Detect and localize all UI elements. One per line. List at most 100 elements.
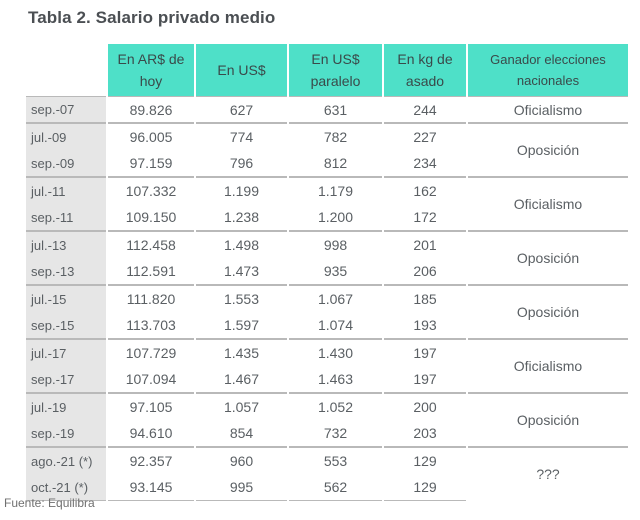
- table-row: ago.-21 (*) 92.357 960 553 129???: [26, 446, 628, 501]
- row-kg-asado-value: 129: [382, 474, 467, 501]
- row-kg-asado-value: 203: [382, 420, 467, 448]
- header-winner-line2: nacionales: [516, 73, 580, 88]
- table-row: sep.-11 109.150 1.238 1.200 172: [26, 204, 628, 232]
- row-kg-asado-value: 193: [382, 312, 467, 340]
- row-kg-asado-value: 129: [382, 446, 467, 474]
- source-note: Fuente: Equilibra: [4, 496, 95, 510]
- row-usd-value: 774: [194, 122, 288, 150]
- row-kg-asado-value: 197: [382, 366, 467, 394]
- row-ars-value: 107.094: [106, 366, 195, 394]
- table-header: En AR$ de hoy En US$ En US$ paralelo En …: [26, 44, 628, 97]
- row-period: sep.-09: [26, 150, 107, 178]
- row-usd-paralelo-value: 1.463: [287, 366, 383, 394]
- header-kg-line2: asado: [405, 73, 445, 89]
- row-kg-asado-value: 162: [382, 176, 467, 204]
- row-ars-value: 96.005: [106, 122, 195, 150]
- row-period: ago.-21 (*): [26, 446, 107, 474]
- row-period: jul.-15: [26, 284, 107, 312]
- row-period: sep.-11: [26, 204, 107, 232]
- row-winner: Oposición: [466, 122, 628, 177]
- row-period: jul.-09: [26, 122, 107, 150]
- header-usd-paralelo-line1: En US$: [311, 51, 360, 67]
- header-usd: En US$: [194, 44, 288, 97]
- row-usd-paralelo-value: 562: [287, 474, 383, 501]
- row-winner: Oficialismo: [466, 176, 628, 231]
- row-kg-asado-value: 172: [382, 204, 467, 232]
- row-usd-paralelo-value: 812: [287, 150, 383, 178]
- row-ars-value: 113.703: [106, 312, 195, 340]
- header-row: En AR$ de hoy En US$ En US$ paralelo En …: [26, 44, 628, 97]
- header-winner: Ganador elecciones nacionales: [466, 44, 628, 97]
- row-period: sep.-07: [26, 96, 107, 124]
- row-winner: ???: [466, 446, 628, 501]
- table-row: sep.-17 107.094 1.467 1.463 197: [26, 366, 628, 394]
- row-usd-value: 1.473: [194, 258, 288, 286]
- row-usd-paralelo-value: 1.067: [287, 284, 383, 312]
- row-kg-asado-value: 197: [382, 338, 467, 366]
- row-period: jul.-19: [26, 392, 107, 420]
- row-usd-value: 1.553: [194, 284, 288, 312]
- row-usd-paralelo-value: 1.052: [287, 392, 383, 420]
- table-body: sep.-07 89.826 627 631 244 Oficialismo jul.-09…: [26, 96, 628, 501]
- row-usd-value: 1.467: [194, 366, 288, 394]
- row-winner: Oficialismo: [466, 96, 628, 124]
- row-usd-paralelo-value: 998: [287, 230, 383, 258]
- row-usd-value: 796: [194, 150, 288, 178]
- table-row: sep.-15 113.703 1.597 1.074 193: [26, 312, 628, 340]
- row-usd-paralelo-value: 1.074: [287, 312, 383, 340]
- row-winner: Oficialismo: [466, 338, 628, 393]
- row-ars-value: 109.150: [106, 204, 195, 232]
- row-ars-value: 111.820: [106, 284, 195, 312]
- row-usd-value: 1.498: [194, 230, 288, 258]
- header-kg-asado: En kg de asado: [382, 44, 467, 97]
- row-usd-paralelo-value: 1.179: [287, 176, 383, 204]
- row-ars-value: 112.591: [106, 258, 195, 286]
- row-period: sep.-17: [26, 366, 107, 394]
- row-ars-value: 89.826: [106, 96, 195, 124]
- row-ars-value: 93.145: [106, 474, 195, 501]
- row-kg-asado-value: 185: [382, 284, 467, 312]
- row-usd-value: 627: [194, 96, 288, 124]
- row-usd-value: 960: [194, 446, 288, 474]
- row-period: jul.-11: [26, 176, 107, 204]
- table-row: jul.-09 96.005 774 782 227 Oposición: [26, 122, 628, 177]
- row-ars-value: 94.610: [106, 420, 195, 448]
- row-kg-asado-value: 201: [382, 230, 467, 258]
- row-usd-paralelo-value: 1.200: [287, 204, 383, 232]
- row-kg-asado-value: 206: [382, 258, 467, 286]
- row-period: jul.-17: [26, 338, 107, 366]
- row-kg-asado-value: 244: [382, 96, 467, 124]
- header-usd-paralelo: En US$ paralelo: [287, 44, 383, 97]
- row-winner: Oposición: [466, 284, 628, 339]
- header-ars: En AR$ de hoy: [106, 44, 195, 97]
- table-row: oct.-21 (*) 93.145 995 562 129: [26, 474, 628, 501]
- row-ars-value: 92.357: [106, 446, 195, 474]
- header-period: [26, 44, 107, 97]
- row-usd-value: 1.238: [194, 204, 288, 232]
- header-kg-line1: En kg de: [397, 51, 453, 67]
- row-period: oct.-21 (*): [26, 474, 107, 501]
- row-period: sep.-15: [26, 312, 107, 340]
- header-ars-line2: hoy: [139, 73, 163, 89]
- row-ars-value: 107.729: [106, 338, 195, 366]
- row-usd-value: 995: [194, 474, 288, 501]
- row-kg-asado-value: 227: [382, 122, 467, 150]
- row-period: sep.-13: [26, 258, 107, 286]
- row-usd-paralelo-value: 1.430: [287, 338, 383, 366]
- row-usd-value: 1.597: [194, 312, 288, 340]
- table-row: jul.-19 97.105 1.057 1.052 200 Oposición: [26, 392, 628, 447]
- row-ars-value: 112.458: [106, 230, 195, 258]
- row-usd-value: 854: [194, 420, 288, 448]
- row-winner: Oposición: [466, 230, 628, 285]
- row-ars-value: 97.105: [106, 392, 195, 420]
- row-ars-value: 107.332: [106, 176, 195, 204]
- row-winner: Oposición: [466, 392, 628, 447]
- table-row: jul.-17 107.729 1.435 1.430 197 Oficialismo: [26, 338, 628, 393]
- table-row: jul.-15 111.820 1.553 1.067 185 Oposición: [26, 284, 628, 339]
- row-kg-asado-value: 234: [382, 150, 467, 178]
- row-usd-value: 1.057: [194, 392, 288, 420]
- row-period: sep.-19: [26, 420, 107, 448]
- row-period: jul.-13: [26, 230, 107, 258]
- table-row: sep.-13 112.591 1.473 935 206: [26, 258, 628, 286]
- row-ars-value: 97.159: [106, 150, 195, 178]
